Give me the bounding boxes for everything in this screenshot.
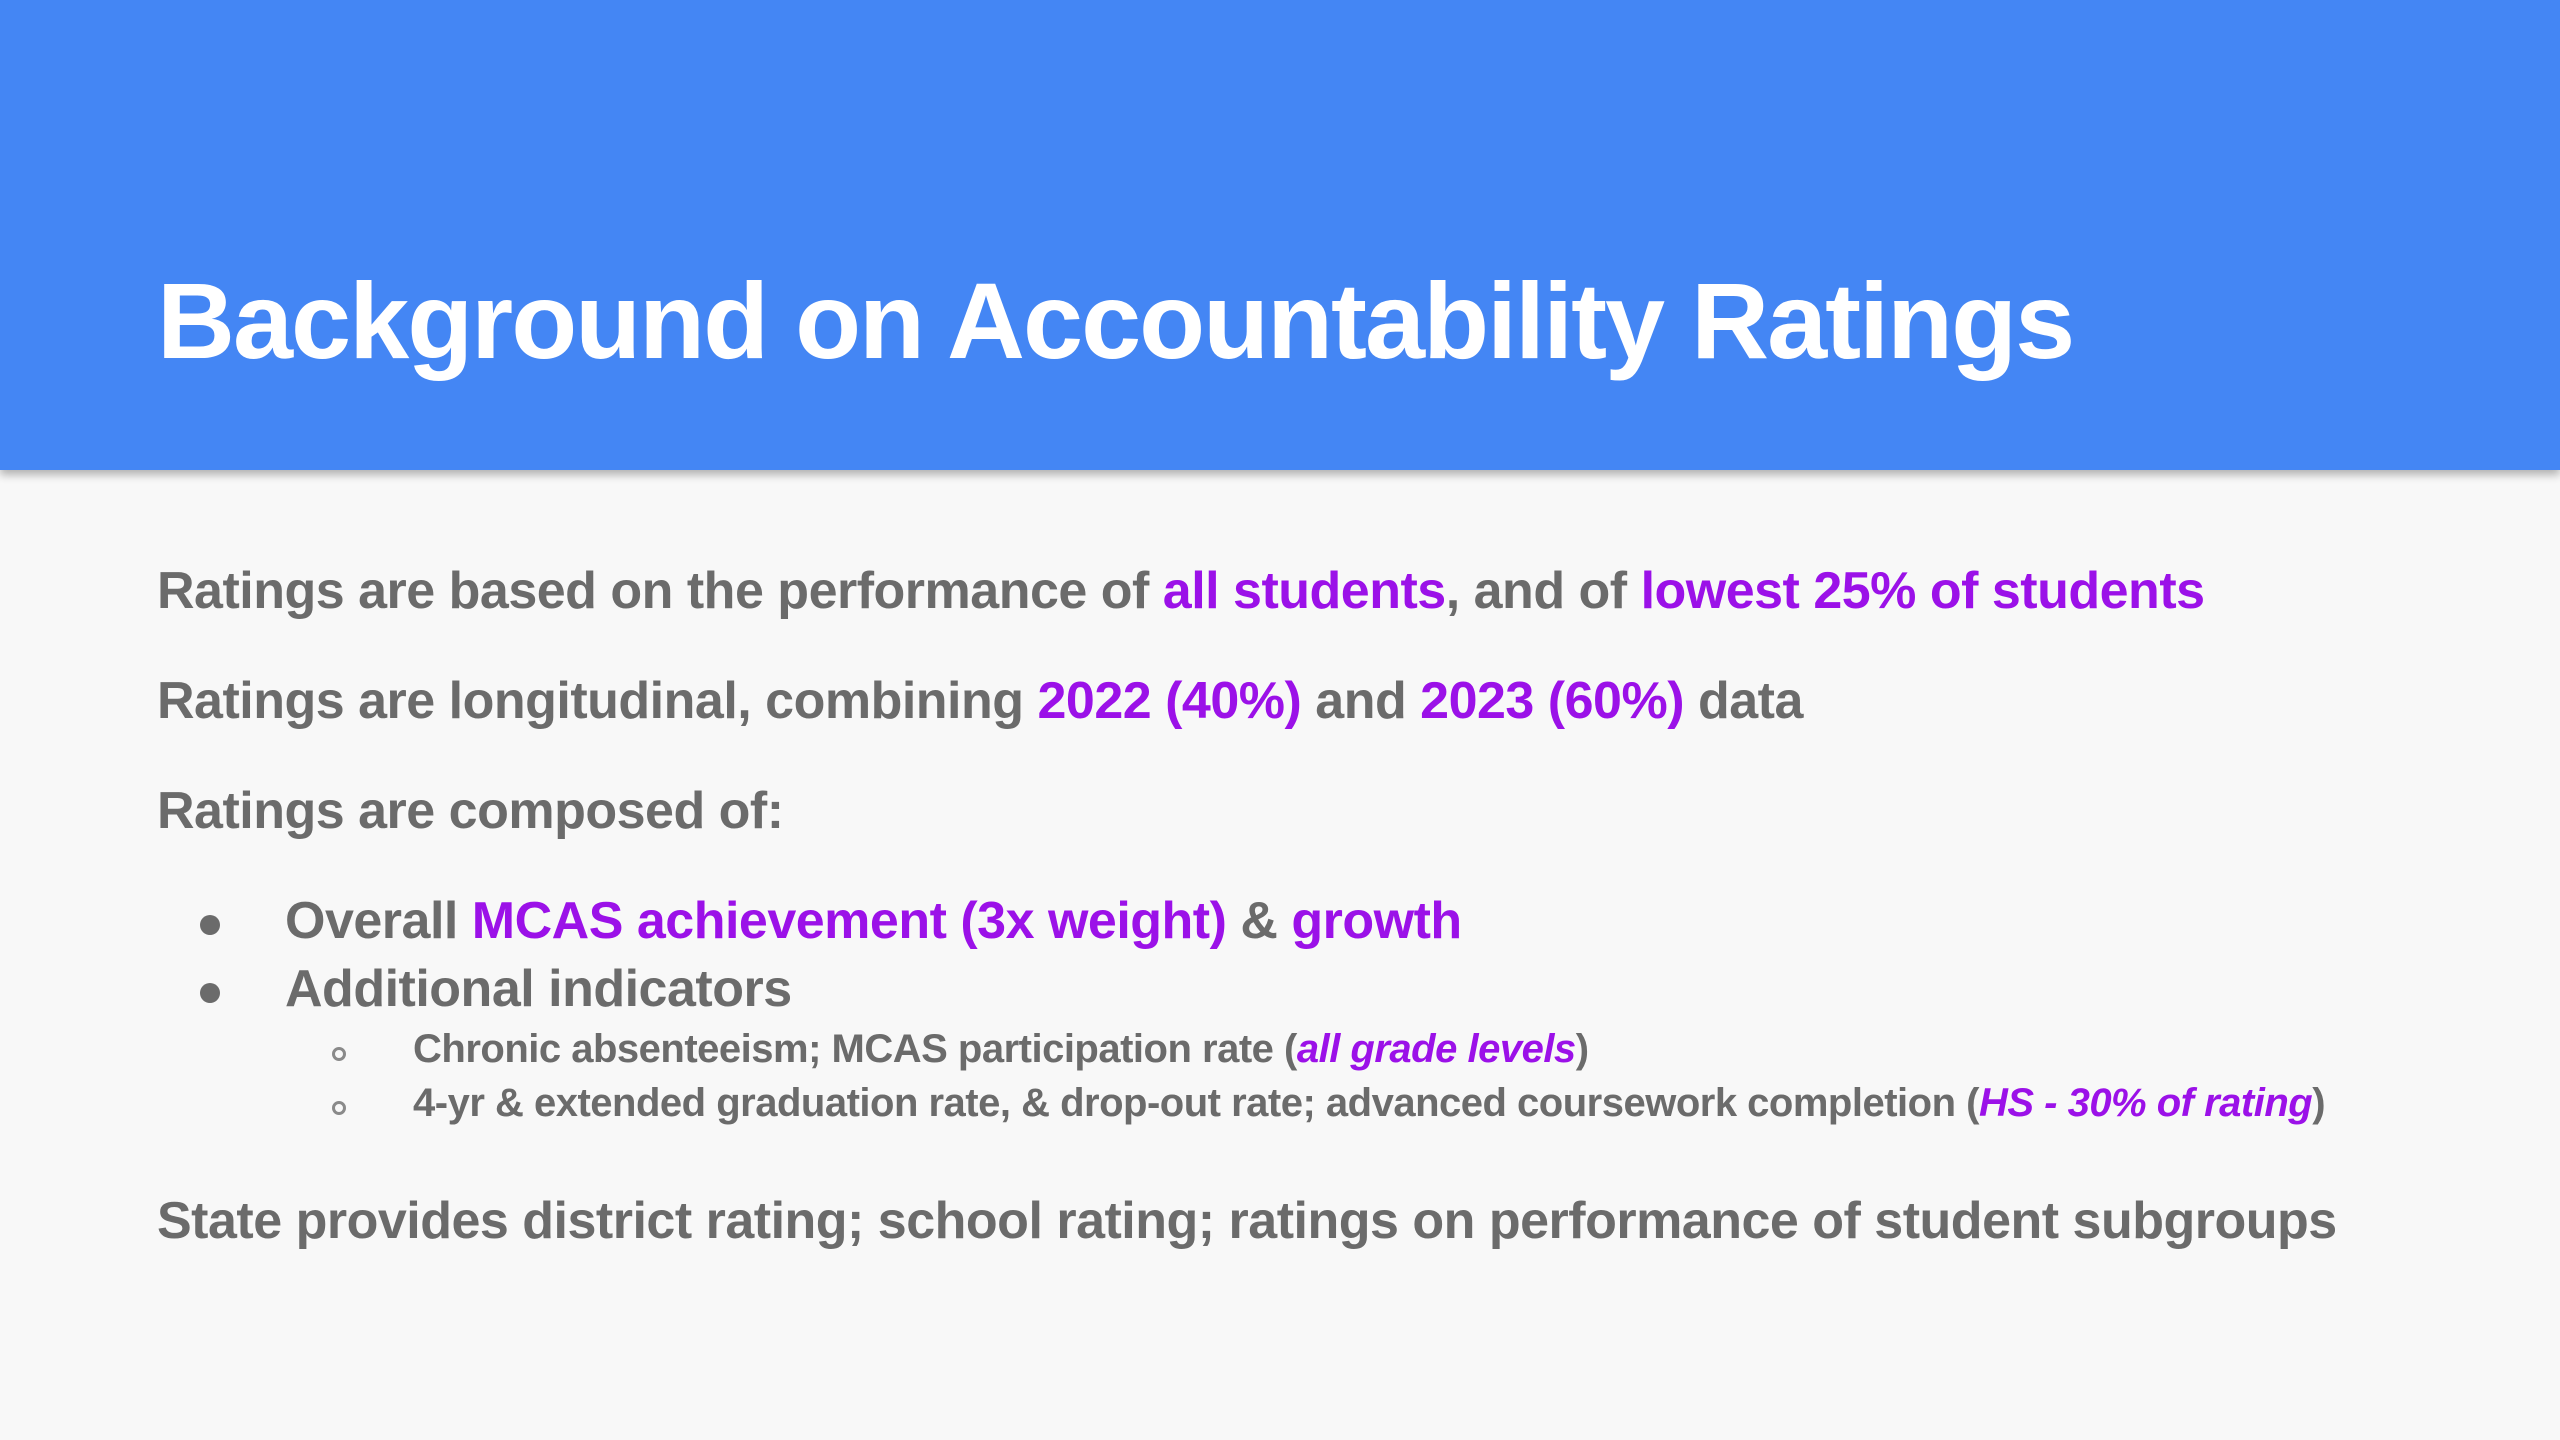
bullet-dot-icon [200,915,220,935]
bullet-mcas: Overall MCAS achievement (3x weight) & g… [285,890,1462,952]
composed-of-line: Ratings are composed of: [157,782,784,840]
longitudinal-data-word: data [1684,672,1803,730]
hs-30-percent-highlight: HS - 30% of rating [1978,1081,2313,1125]
ratings-basis-connector: , and of [1445,562,1641,620]
year-2022-highlight: 2022 (40%) [1037,672,1302,730]
lowest-25-highlight: lowest 25% of students [1640,562,2206,620]
mcas-achievement-highlight: MCAS achievement (3x weight) [471,892,1227,950]
bullet-additional-indicators: Additional indicators [285,960,792,1018]
sub-bullet-circle-icon [332,1047,346,1061]
year-2023-highlight: 2023 (60%) [1420,672,1685,730]
slide-title: Background on Accountability Ratings [157,260,2075,381]
bullet-dot-icon [200,983,220,1003]
sub-bullet-graduation-close: ) [2312,1081,2326,1125]
sub-bullet-absenteeism-close: ) [1575,1027,1589,1071]
growth-highlight: growth [1291,892,1462,950]
all-students-highlight: all students [1162,562,1446,620]
bullet-mcas-prefix: Overall [285,892,472,950]
bullet-mcas-amp: & [1226,892,1292,950]
state-provides-line: State provides district rating; school r… [157,1192,2337,1250]
all-grade-levels-highlight: all grade levels [1296,1027,1576,1071]
ratings-basis-line: Ratings are based on the performance of … [157,560,2205,622]
sub-bullet-absenteeism-text: Chronic absenteeism; MCAS participation … [413,1027,1297,1071]
sub-bullet-circle-icon [332,1101,346,1115]
title-bar: Background on Accountability Ratings [0,0,2560,470]
longitudinal-and: and [1301,672,1421,730]
sub-bullet-graduation-text: 4-yr & extended graduation rate, & drop-… [413,1081,1979,1125]
longitudinal-line: Ratings are longitudinal, combining 2022… [157,670,1803,732]
ratings-basis-text: Ratings are based on the performance of [157,562,1163,620]
sub-bullet-absenteeism: Chronic absenteeism; MCAS participation … [413,1025,1589,1073]
longitudinal-text: Ratings are longitudinal, combining [157,672,1038,730]
sub-bullet-graduation: 4-yr & extended graduation rate, & drop-… [413,1079,2326,1127]
